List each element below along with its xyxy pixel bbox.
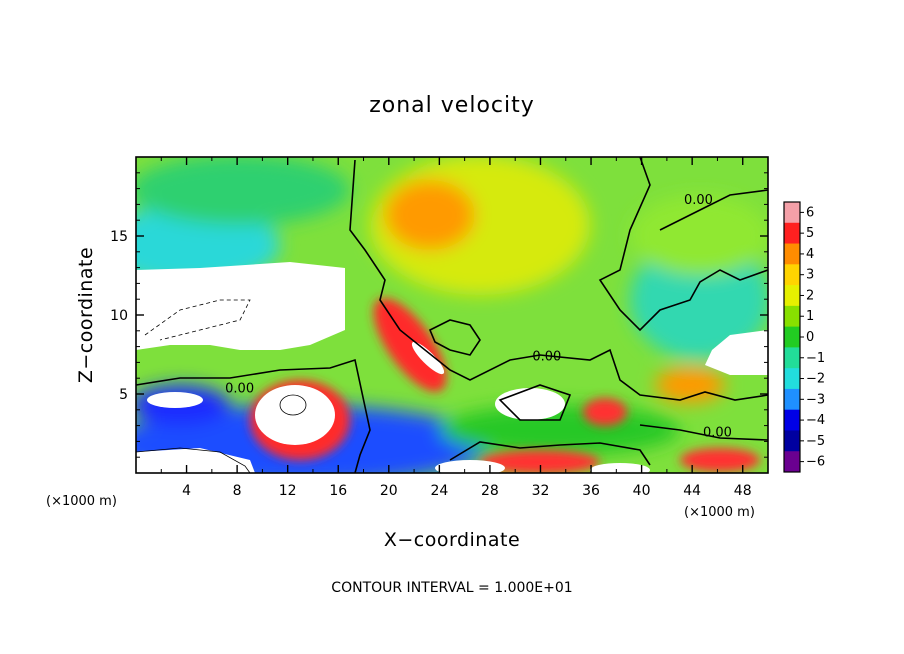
colorbar-swatch	[784, 285, 800, 307]
colorbar-swatch	[784, 347, 800, 369]
x-tick-label: 44	[683, 483, 701, 499]
x-tick-label: 8	[233, 483, 242, 499]
missing-region-right	[705, 330, 768, 375]
region-right-orange	[655, 367, 725, 403]
region-red-streak	[373, 298, 447, 392]
colorbar-label: 4	[806, 247, 814, 262]
x-axis-label: X−coordinate	[384, 529, 520, 551]
colorbar-label: −1	[806, 351, 825, 366]
x-tick-label: 4	[182, 483, 191, 499]
region-top-left-green	[136, 157, 350, 225]
colorbar-swatch	[784, 368, 800, 390]
zero-contours	[136, 157, 768, 473]
colorbar-label: −3	[806, 392, 825, 407]
colorbar-label: −4	[806, 413, 825, 428]
missing-region-bottom-right	[590, 463, 650, 473]
contour-interval-note: CONTOUR INTERVAL = 1.000E+01	[331, 580, 572, 596]
x-tick-label: 20	[380, 483, 398, 499]
colorbar-swatch	[784, 243, 800, 265]
region-lower-green	[440, 405, 680, 455]
colorbar-label: −5	[806, 434, 825, 449]
x-tick-label: 40	[633, 483, 651, 499]
missing-region-bottom-mid	[435, 460, 505, 473]
missing-region-mid	[495, 388, 565, 420]
x-tick-label: 16	[329, 483, 347, 499]
x-tick-label: 24	[430, 483, 448, 499]
x-unit-left: (×1000 m)	[46, 494, 117, 509]
contour-labels: 0.00 0.00 0.00 0.00	[225, 193, 732, 441]
colorbar-label: 2	[806, 288, 814, 303]
colorbar-label: −6	[806, 455, 825, 470]
region-left-cyan	[136, 205, 280, 285]
x-tick-label: 48	[734, 483, 752, 499]
y-tick-label: 5	[119, 387, 128, 403]
colorbar-label: 5	[806, 226, 814, 241]
x-tick-label: 28	[481, 483, 499, 499]
colorbar-swatch	[784, 388, 800, 411]
colorbar-swatch	[784, 222, 800, 245]
contour-label: 0.00	[684, 193, 713, 208]
x-unit-right: (×1000 m)	[684, 505, 755, 520]
contour-label: 0.00	[225, 381, 254, 396]
colorbar-label: 3	[806, 268, 814, 283]
x-tick-label: 36	[582, 483, 600, 499]
missing-region-left	[136, 262, 345, 350]
contour-label: 0.00	[532, 350, 561, 365]
colorbar-swatch	[784, 202, 800, 224]
region-red-bottom	[480, 450, 600, 473]
y-tick-label: 15	[110, 229, 128, 245]
region-red-lobe-mid	[583, 398, 627, 426]
x-tick-label: 32	[532, 483, 550, 499]
minor-contours	[144, 299, 251, 341]
colorbar-label: −2	[806, 372, 825, 387]
region-upper-orange	[385, 180, 475, 250]
y-axis-label: Z−coordinate	[75, 247, 97, 383]
missing-region-lobe-small	[147, 392, 203, 408]
colorbar-swatch	[784, 264, 800, 286]
y-tick-label: 10	[110, 308, 128, 324]
colorbar-label: 0	[806, 330, 814, 345]
chart-title: zonal velocity	[369, 93, 535, 118]
x-ticks: 4 8 12 16 20 24 28 32 36 40 44 48	[160, 157, 752, 499]
colorbar: 6 5 4 3 2 1 0 −1 −2 −3 −4 −5 −6	[783, 201, 825, 473]
thin-contours	[136, 394, 307, 473]
colorbar-label: 1	[806, 309, 814, 324]
missing-region-bottom-left	[136, 448, 255, 473]
colorbar-swatch	[784, 305, 800, 328]
colorbar-label: 6	[806, 205, 814, 220]
colorbar-swatch	[784, 451, 800, 473]
colorbar-swatch	[784, 326, 800, 348]
contour-label: 0.00	[703, 426, 732, 441]
heatmap-field	[136, 157, 768, 473]
colorbar-swatch	[784, 409, 800, 431]
missing-region-streak	[411, 341, 445, 375]
region-right-green	[630, 195, 768, 275]
x-tick-label: 12	[279, 483, 297, 499]
y-ticks: 5 10 15	[110, 172, 768, 458]
colorbar-swatch	[784, 430, 800, 452]
region-red-bottom-right	[680, 448, 760, 472]
